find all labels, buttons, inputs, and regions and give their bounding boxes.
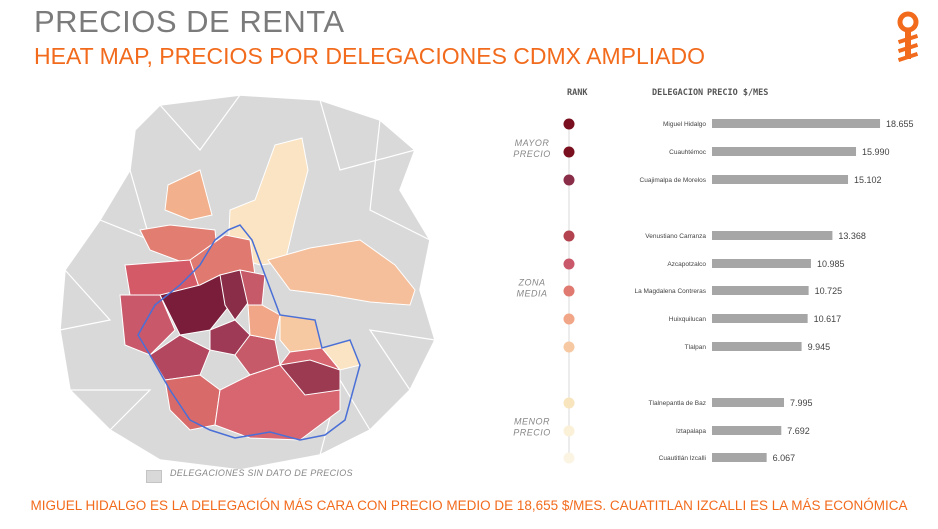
region-tlalnepantla (164, 169, 213, 221)
heat-map (59, 94, 436, 471)
rank-dot-5 (563, 285, 575, 297)
bar-8 (712, 398, 785, 407)
category-label-10: Cuautitlán Izcalli (659, 455, 706, 462)
category-label-6: Huixquilucan (669, 316, 707, 323)
cdmx-boundary (137, 224, 361, 441)
bar-5 (712, 286, 809, 295)
category-label-4: Azcapotzalco (667, 261, 706, 268)
group-label-1-0: ZONA (517, 278, 545, 288)
no-data-legend-swatch (146, 470, 162, 483)
region-xochimilco (279, 359, 341, 396)
category-label-1: Cuauhtémoc (669, 149, 707, 156)
value-label-7: 9.945 (808, 342, 831, 352)
value-label-4: 10.985 (817, 259, 845, 269)
value-label-8: 7.995 (790, 398, 813, 408)
category-label-8: Tlalnepantla de Baz (649, 400, 706, 407)
category-label-2: Cuajimalpa de Morelos (640, 177, 707, 184)
region-coyoacan (234, 334, 281, 376)
value-label-1: 15.990 (862, 147, 890, 157)
category-label-3: Venustiano Carranza (645, 233, 706, 240)
category-label-0: Miguel Hidalgo (663, 121, 706, 128)
group-label-2-1: PRECIO (513, 428, 551, 438)
group-label-0-0: MAYOR (515, 138, 550, 148)
bar-6 (712, 314, 808, 323)
rank-dot-4 (563, 258, 575, 270)
category-label-7: Tlalpan (685, 344, 707, 351)
rank-dot-0 (563, 118, 575, 130)
rank-dot-6 (563, 313, 575, 325)
rank-dot-9 (563, 425, 575, 437)
bar-9 (712, 426, 782, 435)
brand-logo-icon (897, 11, 919, 62)
value-label-5: 10.725 (815, 286, 843, 296)
rank-dot-10 (563, 452, 575, 464)
value-label-2: 15.102 (854, 175, 882, 185)
rank-dot-2 (563, 174, 575, 186)
bar-0 (712, 119, 881, 128)
group-label-1-1: MEDIA (516, 289, 547, 299)
region-iztapalapa-east (267, 239, 416, 306)
rank-dot-3 (563, 230, 575, 242)
value-label-10: 6.067 (773, 453, 796, 463)
value-label-3: 13.368 (838, 231, 866, 241)
rank-dot-8 (563, 397, 575, 409)
region-iztacalco (247, 304, 281, 341)
bar-3 (712, 231, 833, 240)
value-label-0: 18.655 (886, 119, 914, 129)
value-label-6: 10.617 (814, 314, 842, 324)
group-label-2-0: MENOR (514, 417, 550, 427)
header-rank: RANK (567, 88, 588, 98)
no-data-legend-label: DELEGACIONES SIN DATO DE PRECIOS (170, 468, 353, 478)
rank-dot-1 (563, 146, 575, 158)
rank-dot-7 (563, 341, 575, 353)
bar-2 (712, 175, 849, 184)
page-subtitle: HEAT MAP, PRECIOS POR DELEGACIONES CDMX … (34, 43, 705, 69)
group-label-0-1: PRECIO (513, 149, 551, 159)
bar-4 (712, 259, 811, 268)
region-cuajimalpa (119, 294, 176, 356)
header-precio: PRECIO $/MES (707, 88, 768, 98)
category-label-5: La Magdalena Contreras (634, 288, 706, 295)
footer-note: MIGUEL HIDALGO ES LA DELEGACIÓN MÁS CARA… (30, 498, 908, 513)
bar-10 (712, 453, 767, 462)
price-bar-chart: RANK DELEGACION PRECIO $/MESMAYORPRECIOZON… (513, 88, 914, 464)
header-delegacion: DELEGACION (652, 88, 703, 98)
bar-7 (712, 342, 802, 351)
bar-1 (712, 147, 857, 156)
value-label-9: 7.692 (787, 426, 810, 436)
page-title: PRECIOS DE RENTA (34, 4, 345, 39)
category-label-9: Iztapalapa (676, 428, 706, 435)
